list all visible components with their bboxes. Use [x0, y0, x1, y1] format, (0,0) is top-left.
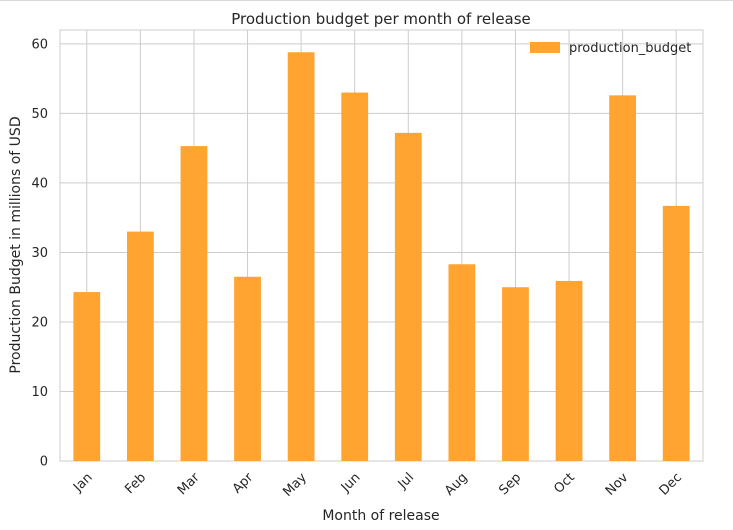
- x-tick-label: Apr: [230, 470, 257, 497]
- bar-jun: [341, 92, 369, 461]
- bar-apr: [234, 276, 261, 461]
- y-tick-label: 50: [31, 107, 48, 122]
- bar-may: [287, 52, 315, 461]
- y-axis-label: Production Budget in millions of USD: [8, 116, 24, 373]
- bar-sep: [502, 287, 529, 461]
- plot-frame: [59, 29, 704, 462]
- x-tick-label: Sep: [496, 470, 524, 498]
- x-tick-label: Oct: [551, 470, 578, 497]
- x-axis-label: Month of release: [322, 508, 439, 524]
- legend-swatch: [530, 42, 560, 53]
- x-tick-labels: Jan Feb Mar Apr May Jun Jul Aug Sep Oct Nov Dec: [70, 470, 685, 500]
- x-tick-label: Jul: [395, 470, 417, 492]
- x-tick-label: Jun: [338, 470, 364, 496]
- bar-jan: [73, 292, 101, 461]
- bar-dec: [662, 205, 690, 461]
- y-tick-label: 10: [31, 385, 48, 400]
- bar-nov: [609, 95, 637, 462]
- y-tick-label: 0: [40, 455, 48, 470]
- y-tick-labels: 0 10 20 30 40 50 60: [31, 37, 48, 469]
- y-tick-label: 30: [31, 246, 48, 261]
- y-tick-label: 40: [31, 176, 48, 191]
- x-tick-label: Jan: [70, 470, 95, 495]
- legend: production_budget: [530, 41, 691, 56]
- x-tick-label: Dec: [657, 470, 685, 498]
- bar-jul: [394, 132, 422, 462]
- x-tick-label: Nov: [603, 470, 632, 499]
- bar-mar: [180, 146, 208, 462]
- x-tick-label: Mar: [175, 470, 203, 498]
- y-tick-label: 60: [31, 37, 48, 52]
- top-divider: [0, 0, 733, 1]
- x-tick-label: Aug: [442, 470, 471, 499]
- x-tick-label: May: [280, 470, 310, 500]
- y-tick-label: 20: [31, 315, 48, 330]
- bar-feb: [126, 231, 154, 461]
- chart-title: Production budget per month of release: [231, 10, 531, 28]
- legend-label: production_budget: [569, 41, 691, 56]
- bars: [73, 52, 690, 462]
- bar-aug: [448, 264, 476, 461]
- bar-oct: [555, 280, 583, 461]
- x-tick-label: Feb: [122, 470, 149, 497]
- grid-lines: [60, 30, 703, 462]
